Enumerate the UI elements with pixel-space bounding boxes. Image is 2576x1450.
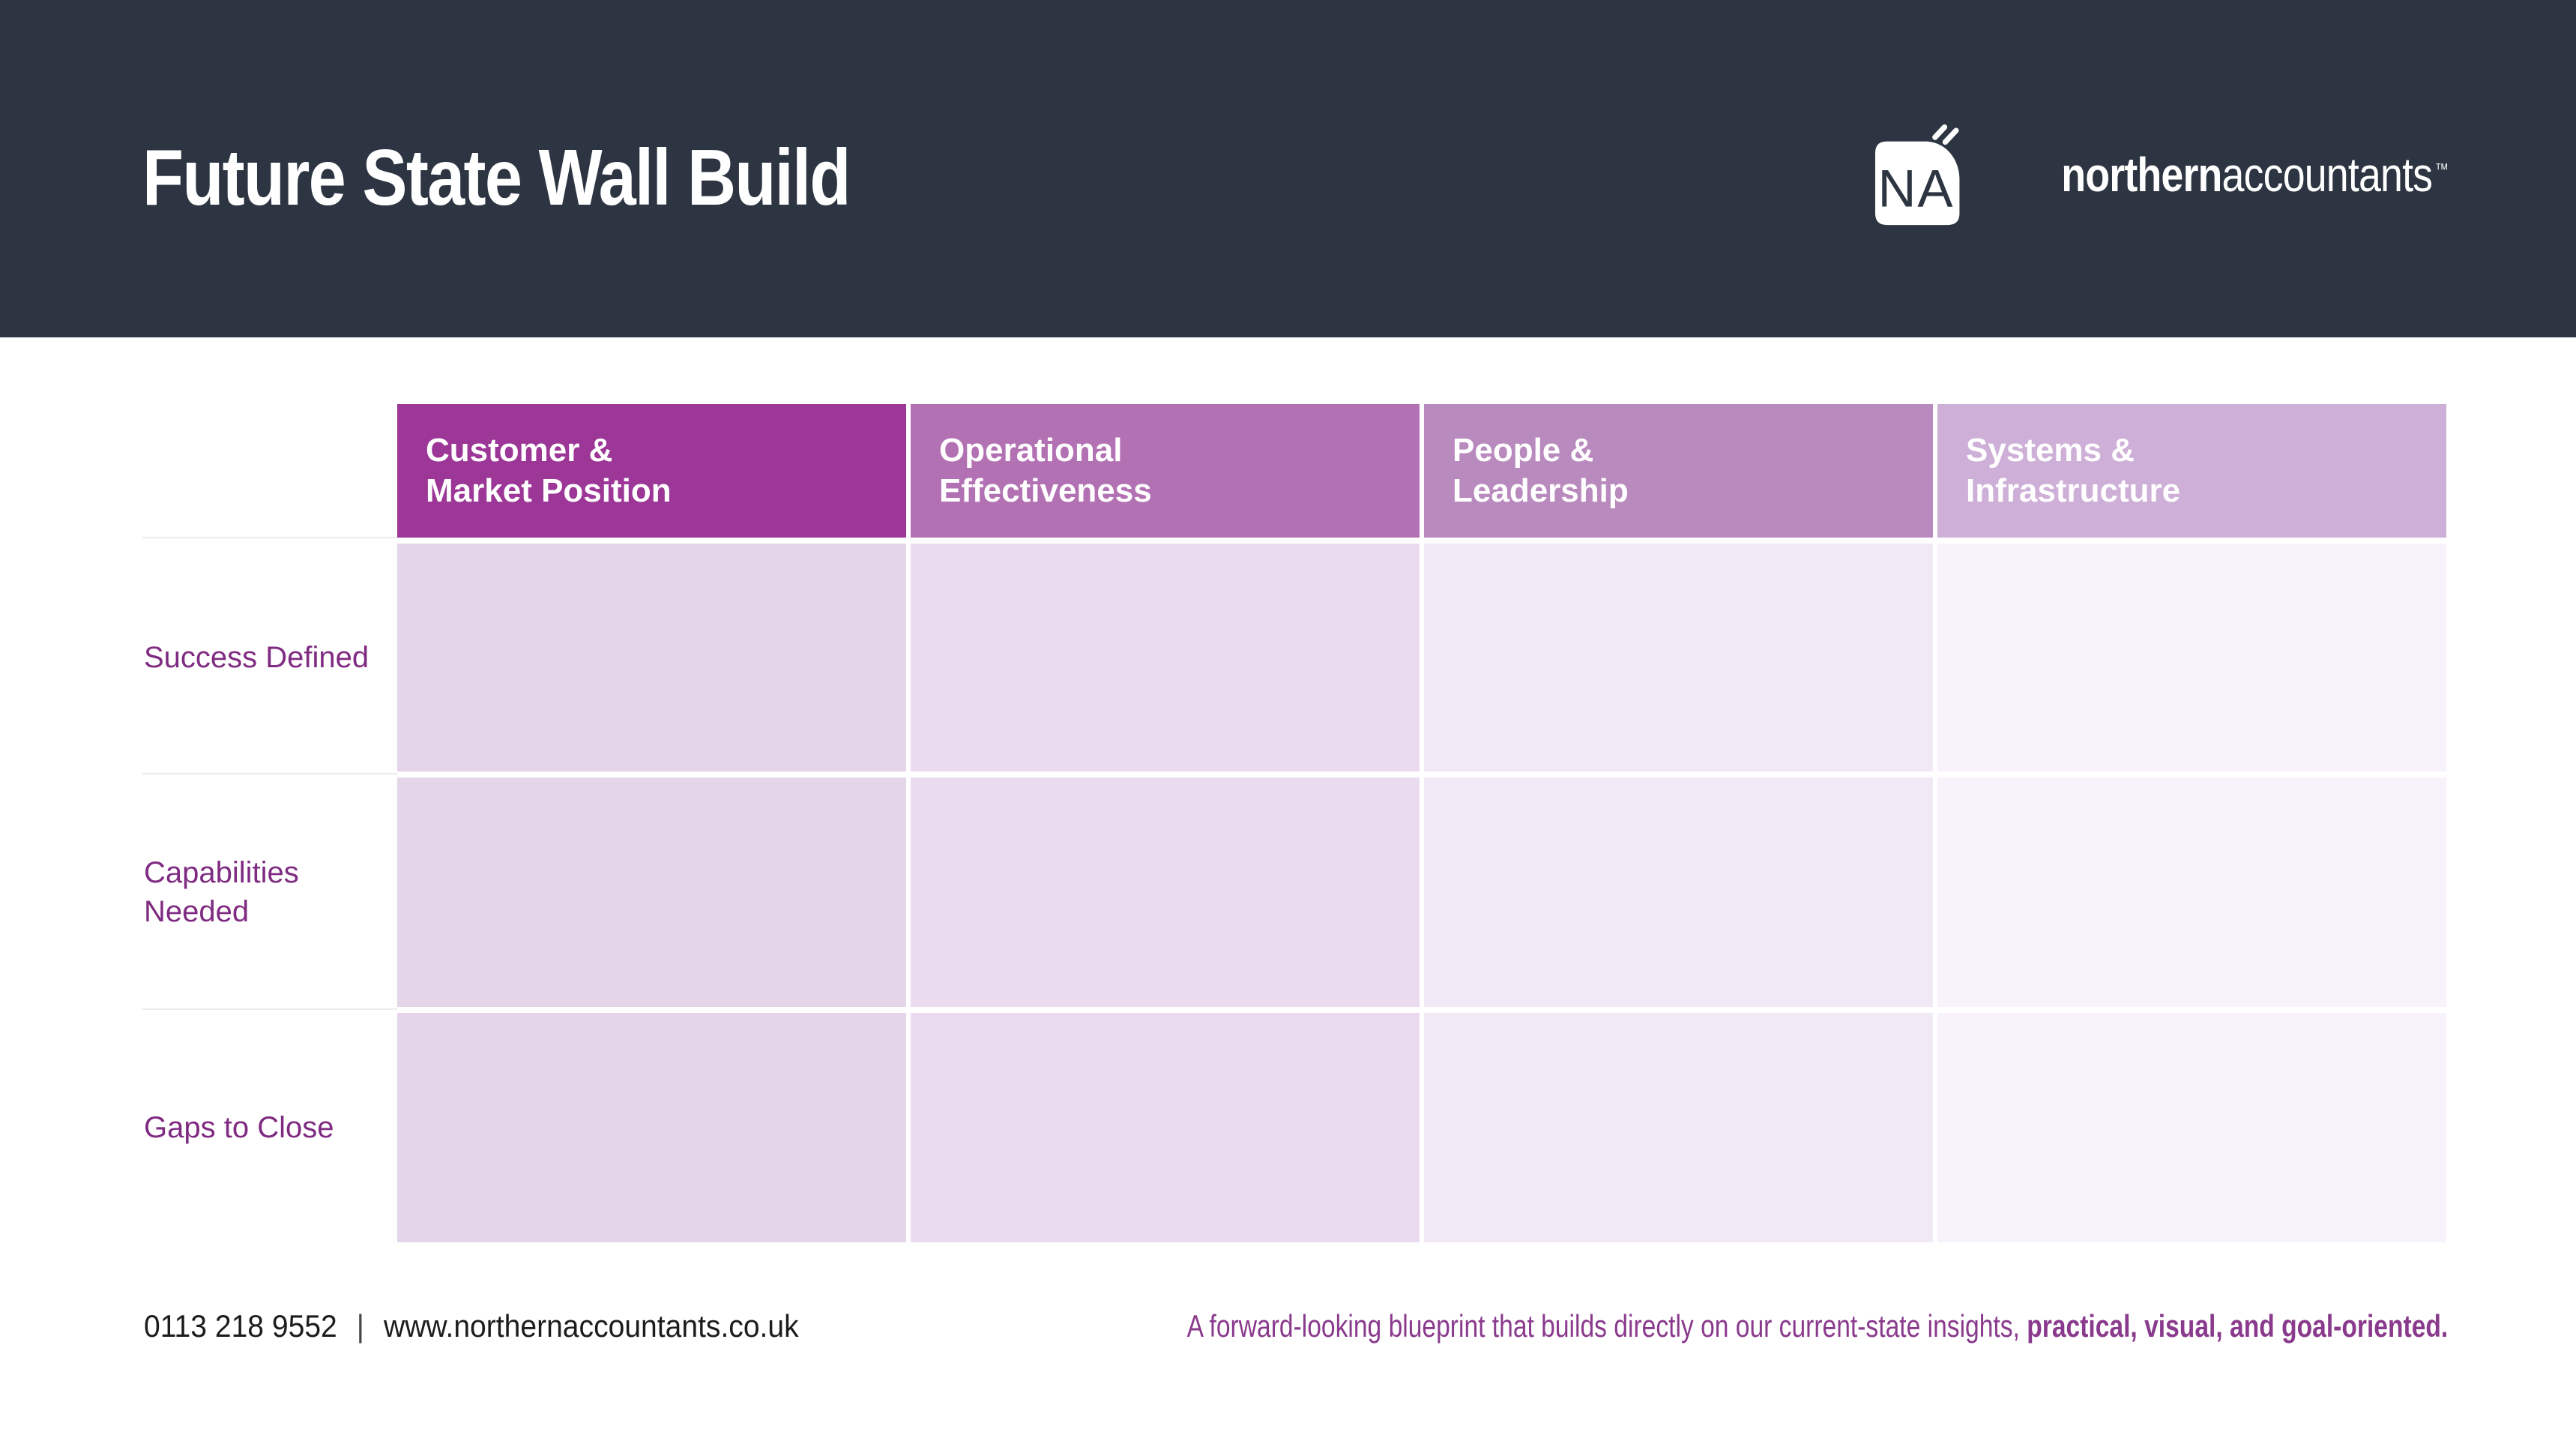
row-label-capabilities-needed: Capabilities Needed <box>144 856 299 928</box>
matrix-cell-success-col1 <box>397 544 906 771</box>
tagline-bold: practical, visual, and goal-oriented. <box>2026 1308 2448 1344</box>
na-logo-mark-icon: NA <box>1874 118 1977 231</box>
footer-website[interactable]: www.northernaccountants.co.uk <box>384 1308 799 1344</box>
trademark-symbol: ™ <box>2434 159 2448 178</box>
row-label-gaps-to-close: Gaps to Close <box>144 1111 334 1144</box>
page-title: Future State Wall Build <box>142 133 851 223</box>
matrix-cell-capabilities-col2 <box>911 777 1420 1007</box>
matrix-cell-capabilities-col4 <box>1937 777 2446 1007</box>
row-divider <box>142 537 397 538</box>
row-label-success-defined: Success Defined <box>144 641 369 674</box>
matrix-cell-gaps-col1 <box>397 1013 906 1242</box>
column-header-operational-effectiveness: Operational Effectiveness <box>911 404 1420 538</box>
brand-name-bold: northern <box>2061 148 2222 202</box>
matrix-cell-gaps-col4 <box>1937 1013 2446 1242</box>
matrix-cell-capabilities-col3 <box>1424 777 1933 1007</box>
brand-name-regular: accountants <box>2221 148 2433 202</box>
row-divider <box>142 1008 397 1010</box>
matrix-cell-gaps-col3 <box>1424 1013 1933 1242</box>
row-divider <box>142 773 397 774</box>
logo-shape <box>1874 141 1960 226</box>
brand-logo: NA northernaccountants ™ <box>1874 118 2449 231</box>
matrix-cell-success-col4 <box>1937 544 2446 771</box>
footer-separator: | <box>356 1308 364 1344</box>
signal-slashes-icon <box>1931 124 1959 145</box>
top-banner: Future State Wall Build NA northernaccou… <box>0 0 2576 337</box>
footer-phone: 0113 218 9552 <box>144 1308 337 1344</box>
column-header-people-leadership: People & Leadership <box>1424 404 1933 538</box>
column-header-customer-market-position: Customer & Market Position <box>397 404 906 538</box>
brand-wordmark: northernaccountants ™ <box>2061 147 2449 202</box>
matrix-cell-capabilities-col1 <box>397 777 906 1007</box>
matrix-cell-gaps-col2 <box>911 1013 1420 1242</box>
footer-tagline: A forward-looking blueprint that builds … <box>1186 1308 2448 1344</box>
matrix-cell-success-col2 <box>911 544 1420 771</box>
matrix-cell-success-col3 <box>1424 544 1933 771</box>
future-state-matrix: Customer & Market Position Operational E… <box>397 404 2446 1242</box>
footer-contact: 0113 218 9552 | www.northernaccountants.co… <box>144 1308 799 1344</box>
logo-mark-text: NA <box>1877 159 1954 218</box>
tagline-regular: A forward-looking blueprint that builds … <box>1186 1308 2027 1344</box>
column-header-systems-infrastructure: Systems & Infrastructure <box>1937 404 2446 538</box>
